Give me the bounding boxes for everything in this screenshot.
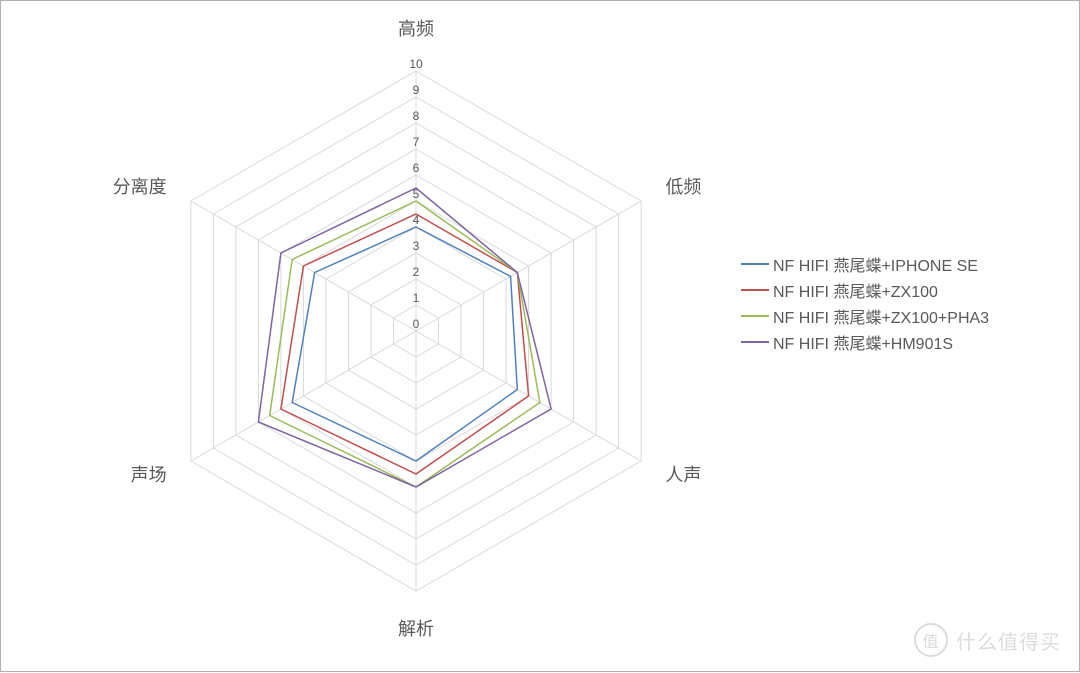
- legend-swatch: [741, 263, 769, 265]
- tick-label: 1: [413, 291, 420, 305]
- legend-swatch: [741, 315, 769, 317]
- tick-label: 8: [413, 109, 420, 123]
- legend-label: NF HIFI 燕尾蝶+HM901S: [773, 330, 953, 354]
- tick-label: 3: [413, 239, 420, 253]
- legend-label: NF HIFI 燕尾蝶+IPHONE SE: [773, 252, 978, 276]
- tick-label: 2: [413, 265, 420, 279]
- radar-chart-container: 012345678910高频低频人声解析声场分离度 NF HIFI 燕尾蝶+IP…: [0, 0, 1080, 672]
- axis-label: 低频: [665, 177, 701, 197]
- legend: NF HIFI 燕尾蝶+IPHONE SENF HIFI 燕尾蝶+ZX100NF…: [741, 251, 989, 355]
- axis-label: 高频: [398, 19, 434, 39]
- legend-item: NF HIFI 燕尾蝶+ZX100+PHA3: [741, 303, 989, 329]
- legend-label: NF HIFI 燕尾蝶+ZX100+PHA3: [773, 304, 989, 328]
- tick-label: 9: [413, 83, 420, 97]
- axis-label: 声场: [131, 465, 167, 485]
- legend-swatch: [741, 341, 769, 343]
- tick-label: 0: [413, 317, 420, 331]
- legend-item: NF HIFI 燕尾蝶+HM901S: [741, 329, 989, 355]
- legend-item: NF HIFI 燕尾蝶+ZX100: [741, 277, 989, 303]
- axis-label: 人声: [665, 465, 701, 485]
- axis-label: 分离度: [113, 177, 167, 197]
- legend-label: NF HIFI 燕尾蝶+ZX100: [773, 278, 938, 302]
- tick-label: 6: [413, 161, 420, 175]
- legend-swatch: [741, 289, 769, 291]
- tick-label: 7: [413, 135, 420, 149]
- axis-label: 解析: [398, 619, 434, 639]
- tick-label: 10: [409, 57, 423, 71]
- legend-item: NF HIFI 燕尾蝶+IPHONE SE: [741, 251, 989, 277]
